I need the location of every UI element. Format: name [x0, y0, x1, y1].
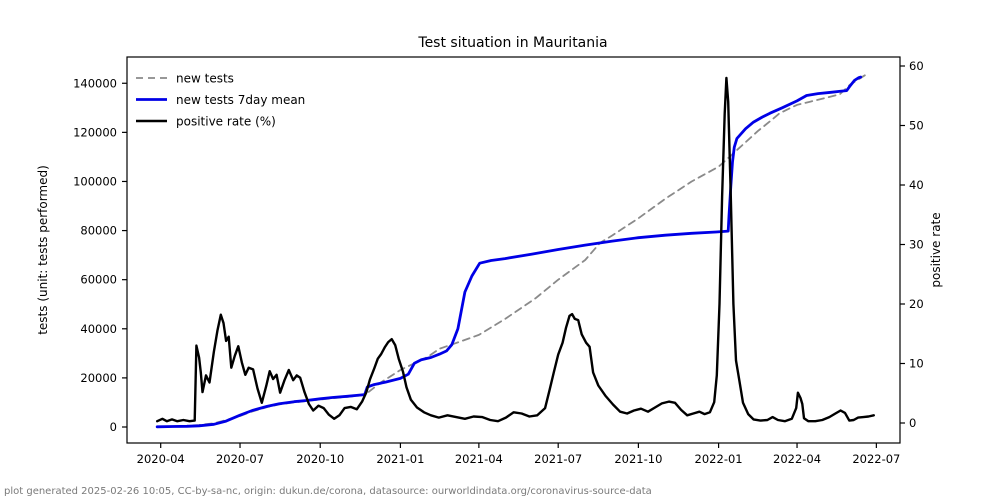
x-tick-label: 2020-04: [137, 452, 185, 466]
series-line-positive-rate-: [155, 76, 875, 423]
x-tick-label: 2022-07: [852, 452, 900, 466]
x-tick-label: 2022-04: [773, 452, 821, 466]
x-tick-label: 2021-04: [455, 452, 503, 466]
series-layer: [155, 73, 875, 429]
y-right-tick-label: 50: [909, 119, 924, 133]
plot-frame: [126, 56, 901, 444]
y-left-tick-label: 120000: [73, 125, 117, 139]
y-right-tick-label: 60: [909, 59, 924, 73]
legend-label-new-tests: new tests: [176, 72, 234, 86]
y-right-tick-label: 30: [909, 238, 924, 252]
x-tick-label: 2021-10: [614, 452, 662, 466]
y-right-tick-label: 0: [909, 416, 916, 430]
chart-title: Test situation in Mauritania: [417, 35, 607, 51]
legend-label-new-tests-7day-mean: new tests 7day mean: [176, 93, 305, 107]
x-tick-label: 2020-10: [296, 452, 344, 466]
y-left-tick-label: 40000: [80, 322, 117, 336]
legend-item-positive-rate: positive rate (%): [136, 115, 276, 129]
y-right-tick-label: 10: [909, 357, 924, 371]
legend-item-new-tests: new tests: [136, 72, 234, 86]
y-left-axis-label: tests (unit: tests performed): [36, 165, 50, 335]
y-left-tick-label: 100000: [73, 174, 117, 188]
y-left-tick-label: 0: [110, 420, 117, 434]
y-right-tick-label: 20: [909, 297, 924, 311]
legend-label-positive-rate: positive rate (%): [176, 115, 276, 129]
series-line-new-tests-7day-mean: [155, 75, 863, 429]
y-left-tick-label: 80000: [80, 224, 117, 238]
y-left-tick-label: 20000: [80, 371, 117, 385]
x-tick-label: 2020-07: [216, 452, 264, 466]
chart-legend: new tests new tests 7day mean positive r…: [136, 72, 305, 129]
ticks-layer: 2020-04 2020-07 2020-10 2021-01 2021-04 2021-…: [73, 59, 924, 466]
legend-item-new-tests-7day-mean: new tests 7day mean: [136, 93, 305, 107]
x-tick-label: 2021-07: [534, 452, 582, 466]
x-tick-label: 2022-01: [695, 452, 743, 466]
y-right-axis-label: positive rate: [929, 212, 943, 287]
y-left-tick-label: 140000: [73, 76, 117, 90]
y-right-tick-label: 40: [909, 178, 924, 192]
y-left-tick-label: 60000: [80, 273, 117, 287]
x-tick-label: 2021-01: [376, 452, 424, 466]
footer-attribution: plot generated 2025-02-26 10:05, CC-by-s…: [4, 486, 652, 497]
